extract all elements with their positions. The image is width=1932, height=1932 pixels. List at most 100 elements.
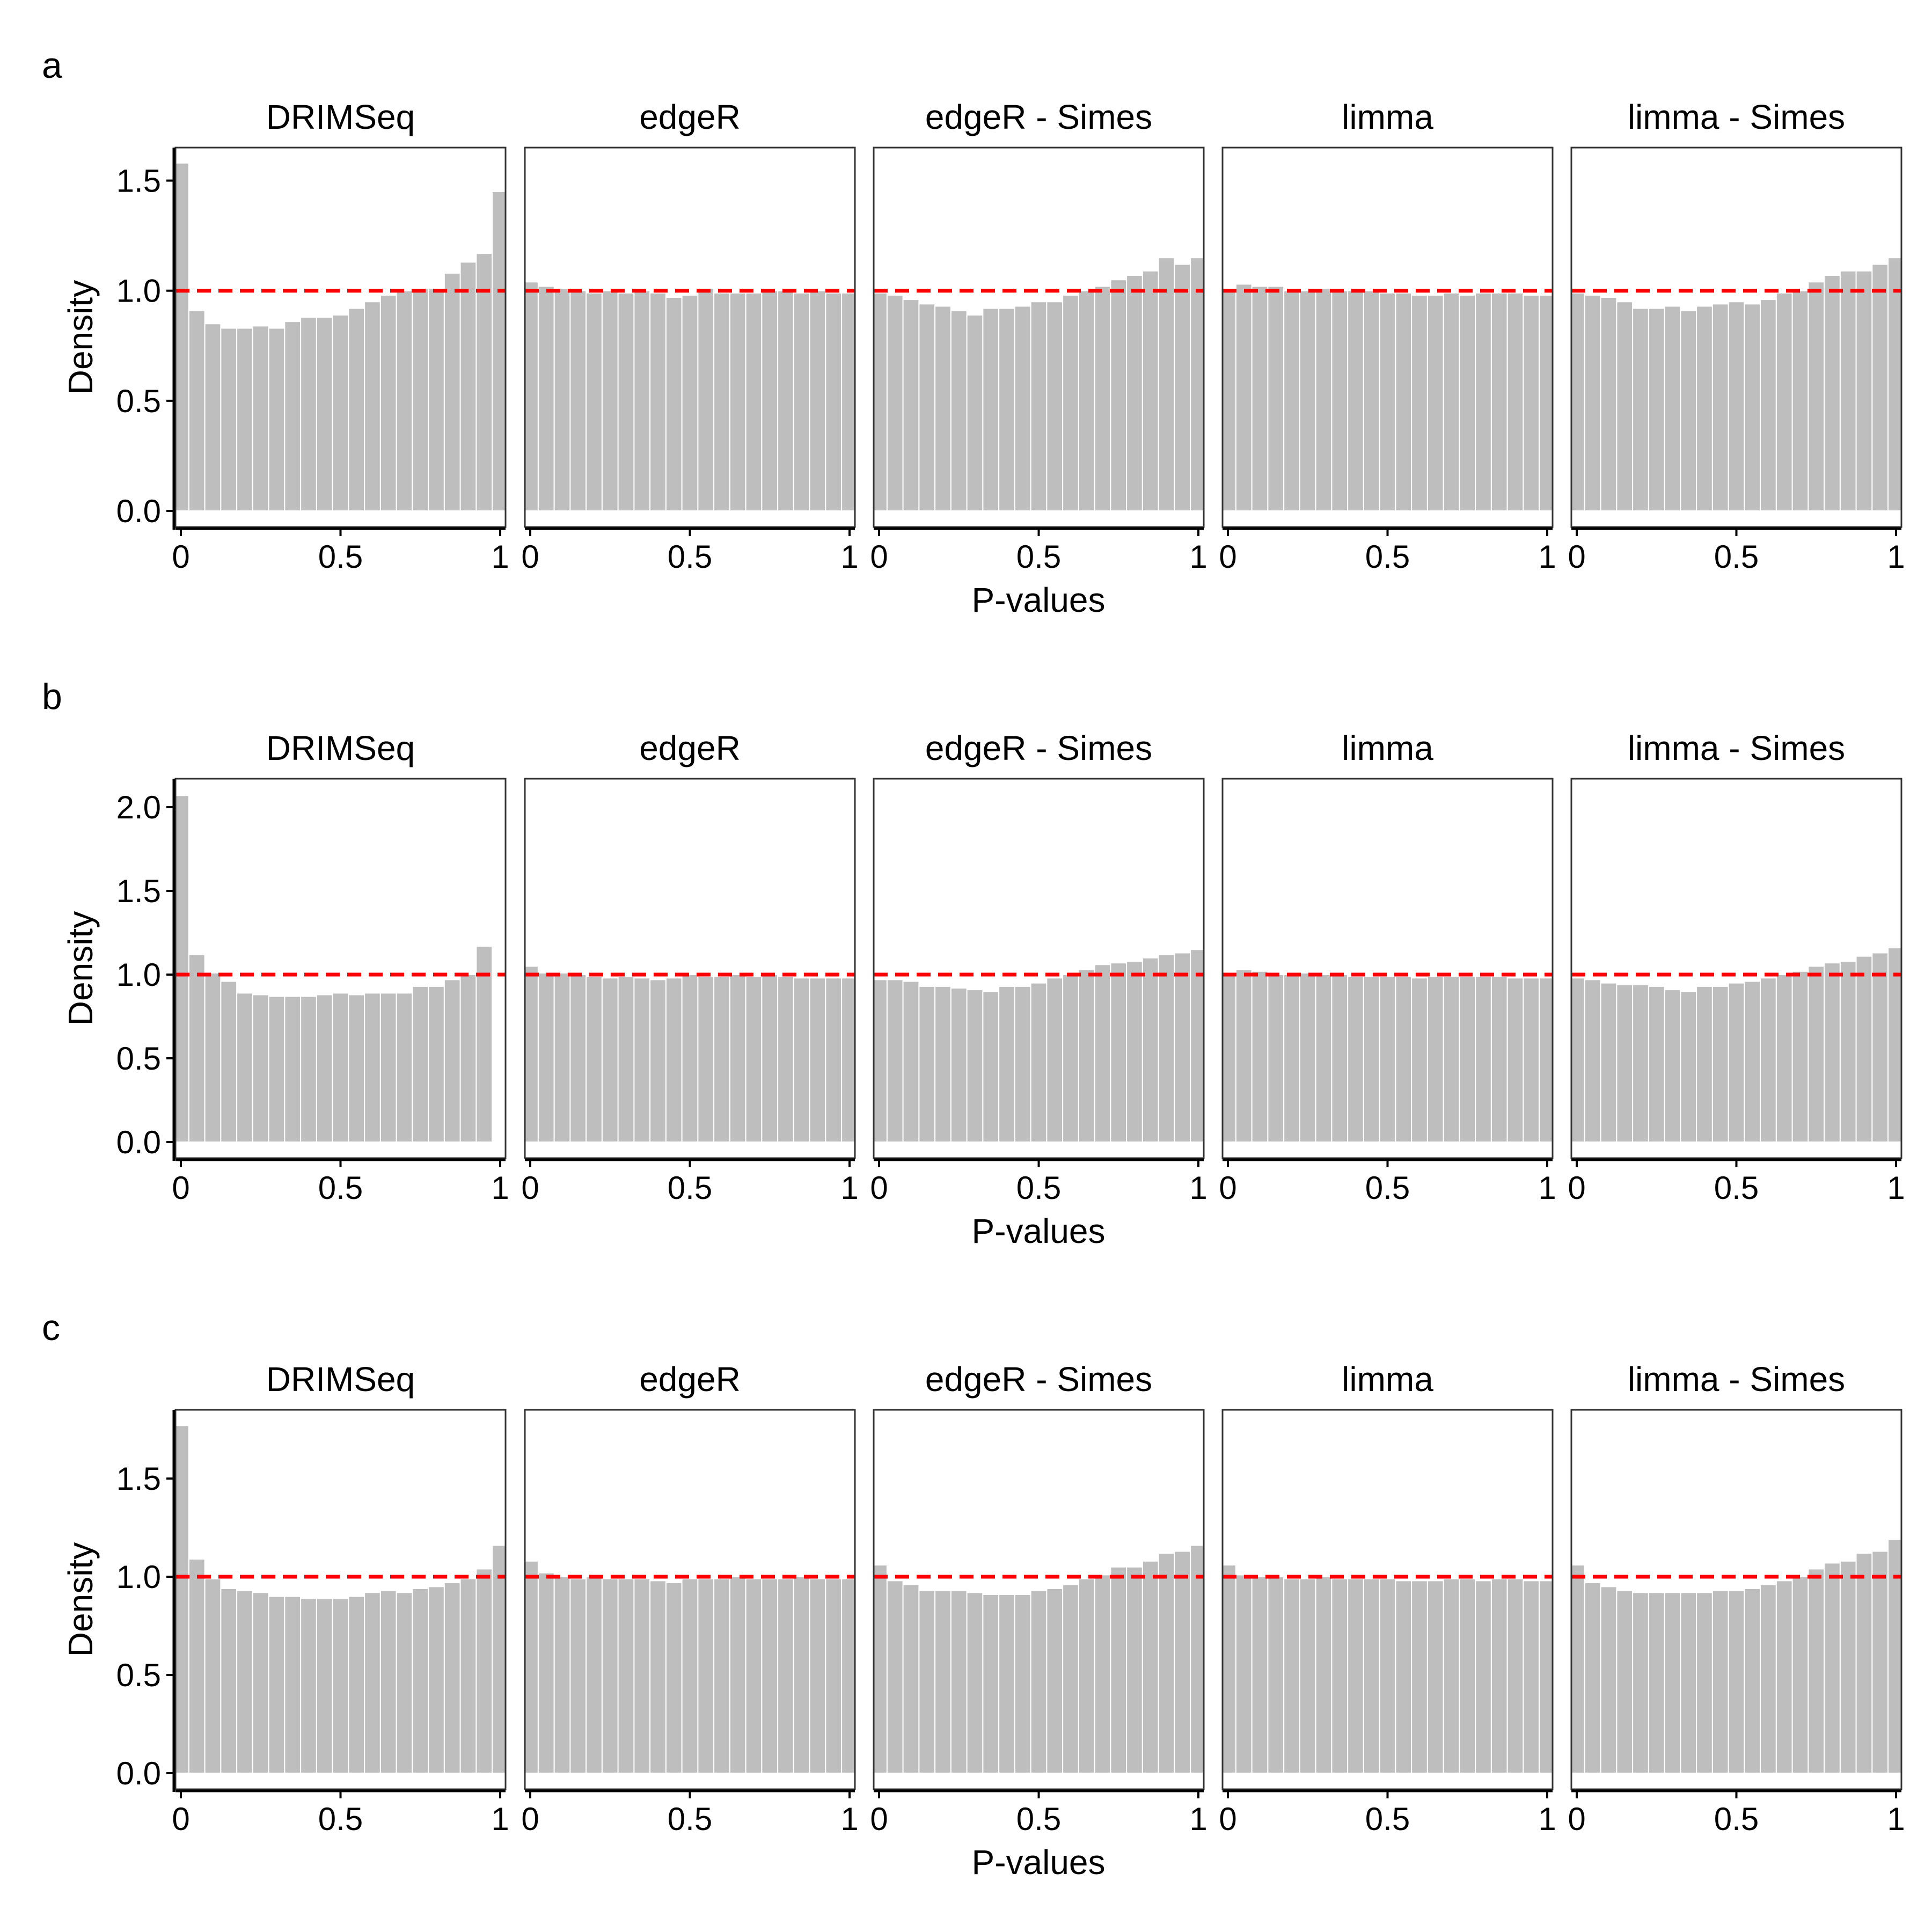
histogram-bar <box>886 979 904 1143</box>
histogram-bar <box>204 1578 222 1774</box>
histogram-bar <box>809 290 826 511</box>
histogram-bar <box>729 1576 747 1774</box>
histogram-bar <box>316 994 333 1143</box>
histogram-bar <box>1616 984 1634 1143</box>
panel-border <box>1221 778 1554 1159</box>
histogram-bar <box>601 290 619 511</box>
histogram-bar <box>1315 1576 1333 1774</box>
histogram-bar <box>998 1593 1015 1774</box>
histogram-bar <box>1571 1564 1585 1774</box>
y-tick-label: 0.5 <box>116 1041 161 1077</box>
histogram-bar <box>1110 962 1128 1143</box>
histogram-bar <box>1584 294 1601 511</box>
histogram-bar <box>443 272 461 511</box>
facet-limma: limma 0 0.5 1 <box>1219 729 1556 1206</box>
chart-b: b DRIMSeq 0 0.5 1 edgeR 0 0.5 1 edgeR - Simes 0 0.5… <box>42 676 1905 1250</box>
x-tick-label: 0 <box>172 1170 189 1206</box>
histogram-bar <box>1887 257 1902 511</box>
x-tick-label: 0 <box>1568 539 1585 575</box>
facet-limma-simes: limma - Simes 0 0.5 1 <box>1568 1360 1905 1837</box>
histogram-bar <box>1251 1576 1269 1774</box>
histogram-bar <box>998 985 1015 1143</box>
panel-border <box>174 778 507 1159</box>
facet-title: limma - Simes <box>1628 98 1845 136</box>
x-tick-label: 1 <box>491 1170 509 1206</box>
y-tick-label: 1.0 <box>116 1559 161 1595</box>
histogram-bar <box>934 305 952 511</box>
histogram-bar <box>825 977 843 1143</box>
panel-border <box>524 1409 856 1790</box>
y-tick-label: 2.0 <box>116 789 161 825</box>
histogram-bar <box>934 985 952 1143</box>
histogram-bar <box>1871 1550 1889 1774</box>
histogram-bar <box>1887 947 1902 1143</box>
histogram-bar <box>617 292 635 511</box>
x-tick-label: 0 <box>172 539 189 575</box>
histogram-bar <box>1539 294 1553 511</box>
histogram-bar <box>601 1578 619 1774</box>
histogram-bar <box>1363 976 1380 1143</box>
histogram-bar <box>1490 292 1508 511</box>
histogram-bar <box>475 252 493 511</box>
histogram-bar <box>586 976 603 1143</box>
histogram-bar <box>777 976 794 1143</box>
histogram-bar <box>1648 985 1665 1143</box>
panel-border <box>873 147 1205 528</box>
histogram-bar <box>902 1584 920 1774</box>
histogram-bar <box>809 1578 826 1774</box>
histogram-bar <box>1363 290 1380 511</box>
histogram-bar <box>1078 969 1095 1143</box>
histogram-bar <box>188 1558 206 1774</box>
histogram-bar <box>1190 949 1204 1143</box>
histogram-bar <box>1711 985 1729 1143</box>
x-tick-label: 0.5 <box>1365 1801 1410 1837</box>
histogram-bar <box>236 992 253 1143</box>
histogram-bar <box>537 286 555 511</box>
histogram-bar <box>1379 292 1396 511</box>
histogram-bar <box>950 1590 968 1774</box>
histogram-bar <box>396 1592 413 1774</box>
histogram-bar <box>729 974 747 1143</box>
histogram-bar <box>1775 1580 1793 1774</box>
histogram-bar <box>492 1545 506 1774</box>
histogram-bar <box>1283 1578 1300 1774</box>
histogram-bar <box>1632 308 1649 512</box>
histogram-bar <box>1141 957 1159 1143</box>
histogram-bar <box>1411 1580 1428 1774</box>
histogram-bar <box>1251 286 1269 511</box>
histogram-bar <box>1600 297 1618 511</box>
histogram-bar <box>1030 982 1048 1143</box>
histogram-bar <box>918 1590 936 1774</box>
x-tick-label: 1 <box>1189 539 1207 575</box>
histogram-bar <box>649 1580 667 1774</box>
histogram-bar <box>633 290 651 511</box>
x-tick-label: 0.5 <box>1365 1170 1410 1206</box>
histogram-bar <box>998 308 1015 512</box>
histogram-bar <box>1174 1550 1191 1774</box>
x-tick-label: 0 <box>521 1170 539 1206</box>
facet-drimseq: DRIMSeq 0 0.5 1 <box>172 1360 509 1837</box>
histogram-bar <box>316 316 333 512</box>
histogram-bar <box>379 294 397 511</box>
histogram-bar <box>1807 1568 1825 1774</box>
facet-title: edgeR - Simes <box>925 1360 1152 1399</box>
histogram-bar <box>175 795 189 1143</box>
histogram-bar <box>1632 984 1649 1143</box>
histogram-bar <box>537 972 555 1143</box>
facet-edger: edgeR 0 0.5 1 <box>521 1360 858 1837</box>
histogram-bar <box>1506 292 1524 511</box>
histogram-bar <box>1728 301 1745 511</box>
histogram-bar <box>601 977 619 1143</box>
histogram-bar <box>1315 974 1333 1143</box>
histogram-bar <box>1696 985 1713 1143</box>
histogram-bar <box>396 290 413 511</box>
histogram-bar <box>1283 290 1300 511</box>
histogram-bar <box>1807 281 1825 511</box>
histogram-bar <box>1760 299 1777 511</box>
histogram-bar <box>1251 970 1269 1143</box>
histogram-bar <box>1887 1539 1902 1774</box>
x-tick-label: 0 <box>521 539 539 575</box>
histogram-bar <box>1760 1584 1777 1774</box>
facet-limma-simes: limma - Simes 0 0.5 1 <box>1568 729 1905 1206</box>
